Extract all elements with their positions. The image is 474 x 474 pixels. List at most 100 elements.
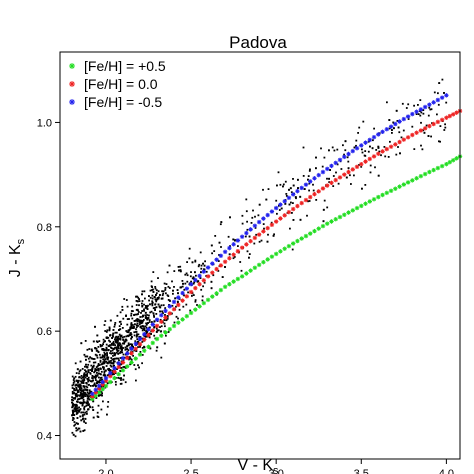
series-point xyxy=(100,379,105,385)
observed-point xyxy=(105,365,108,367)
observed-point xyxy=(165,319,168,322)
series-point xyxy=(454,156,459,161)
observed-point xyxy=(118,377,121,380)
series-point xyxy=(261,216,266,221)
observed-point xyxy=(160,325,163,328)
observed-point xyxy=(155,300,158,303)
observed-point xyxy=(205,270,208,273)
observed-point xyxy=(133,314,135,316)
observed-point xyxy=(75,407,77,410)
observed-point xyxy=(229,216,231,219)
observed-point xyxy=(100,379,103,381)
observed-point xyxy=(115,346,118,349)
series-point xyxy=(295,203,300,209)
observed-point xyxy=(420,144,422,147)
observed-point xyxy=(106,361,109,364)
observed-point xyxy=(123,374,125,377)
observed-point xyxy=(149,311,152,314)
observed-point xyxy=(355,139,358,142)
observed-point xyxy=(112,369,115,371)
series-point xyxy=(125,355,130,361)
observed-point xyxy=(99,361,102,363)
series-point xyxy=(197,282,202,287)
series-point xyxy=(439,95,445,100)
observed-point xyxy=(84,355,87,358)
observed-point xyxy=(72,397,75,399)
series-point xyxy=(418,107,424,112)
observed-point xyxy=(73,387,75,390)
observed-point xyxy=(145,326,148,329)
observed-point xyxy=(246,250,249,253)
observed-point xyxy=(102,348,105,350)
observed-point xyxy=(123,342,126,345)
observed-point xyxy=(83,413,86,416)
observed-point xyxy=(110,362,112,364)
observed-point xyxy=(138,366,140,369)
y-tick-label: 0.8 xyxy=(37,222,52,234)
observed-point xyxy=(118,333,121,336)
observed-point xyxy=(369,171,372,174)
observed-point xyxy=(345,176,348,179)
observed-point xyxy=(86,400,89,403)
observed-point xyxy=(267,233,269,236)
series-point xyxy=(150,340,155,346)
observed-point xyxy=(93,358,96,360)
observed-point xyxy=(232,238,235,241)
observed-point xyxy=(397,126,400,129)
observed-point xyxy=(384,155,387,158)
observed-point xyxy=(88,389,91,392)
y-tick-label: 1.0 xyxy=(37,117,52,129)
observed-point xyxy=(97,351,100,353)
observed-point xyxy=(295,197,297,200)
observed-point xyxy=(97,368,100,371)
observed-point xyxy=(89,372,92,375)
series-point xyxy=(244,271,249,276)
observed-point xyxy=(149,296,152,299)
series-0 xyxy=(90,154,463,402)
series-point xyxy=(435,97,441,103)
observed-point xyxy=(392,121,395,124)
observed-point xyxy=(302,175,305,177)
observed-point xyxy=(175,315,178,318)
observed-point xyxy=(417,113,420,115)
observed-point xyxy=(86,378,89,381)
observed-point xyxy=(213,250,216,252)
observed-point xyxy=(146,314,148,316)
observed-point xyxy=(323,199,326,202)
observed-point xyxy=(346,156,349,159)
observed-point xyxy=(106,337,108,339)
observed-point xyxy=(122,342,124,345)
observed-point xyxy=(77,385,80,388)
series-point xyxy=(299,185,304,191)
observed-point xyxy=(105,331,108,333)
series-point xyxy=(274,251,279,257)
observed-point xyxy=(74,384,77,387)
observed-point xyxy=(158,305,161,308)
series-point xyxy=(167,304,172,309)
series-point xyxy=(214,291,219,296)
observed-point xyxy=(350,183,352,185)
observed-point xyxy=(254,227,257,229)
observed-point xyxy=(156,329,159,332)
series-point xyxy=(427,169,432,175)
observed-point xyxy=(104,375,107,378)
observed-point xyxy=(109,334,111,337)
observed-point xyxy=(114,336,117,339)
observed-point xyxy=(117,377,120,379)
observed-point xyxy=(145,332,148,335)
observed-point xyxy=(95,375,97,378)
observed-point xyxy=(186,280,189,283)
observed-point xyxy=(83,429,86,432)
observed-point xyxy=(78,384,81,386)
observed-point xyxy=(82,389,85,392)
series-point xyxy=(218,253,224,258)
series-point xyxy=(256,262,262,268)
series-point xyxy=(222,249,228,254)
observed-point xyxy=(143,308,145,311)
series-point xyxy=(405,180,411,185)
observed-point xyxy=(134,368,137,371)
observed-point xyxy=(315,199,318,201)
observed-point xyxy=(285,193,288,195)
observed-point xyxy=(133,364,136,366)
